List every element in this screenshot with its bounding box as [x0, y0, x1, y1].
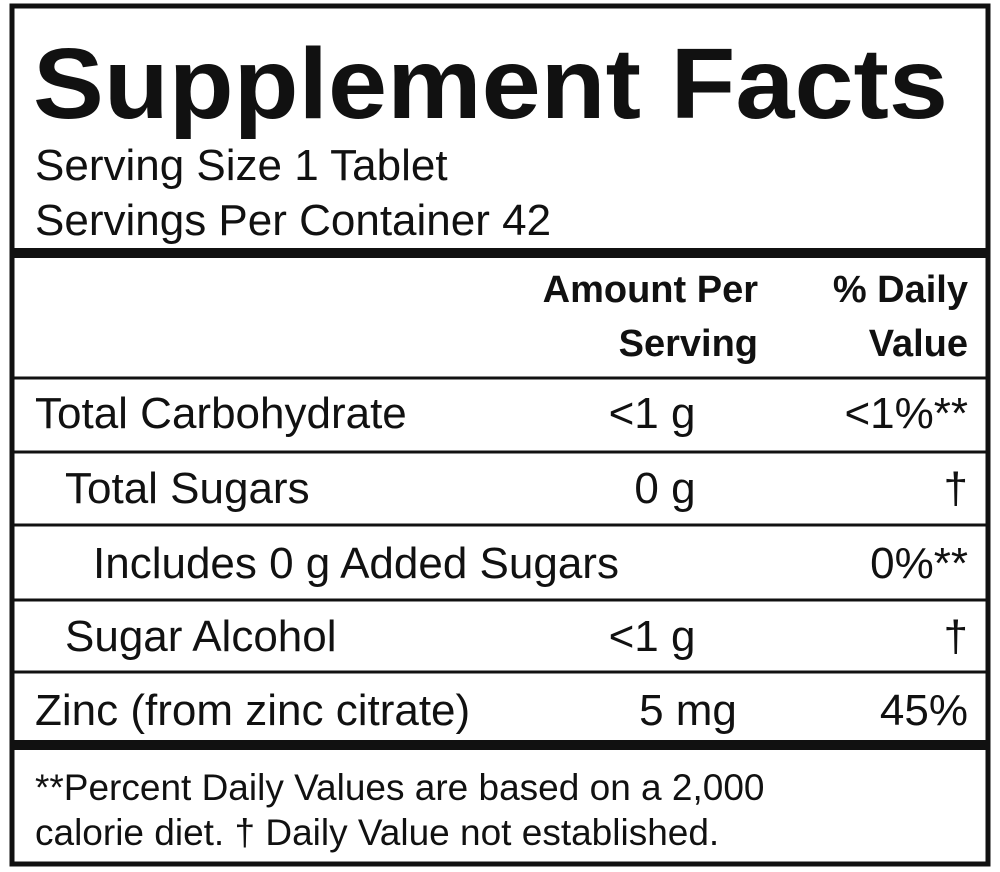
title: Supplement Facts	[33, 28, 948, 140]
nutrient-amount: 5 mg	[639, 686, 737, 735]
nutrient-name: Includes 0 g Added Sugars	[93, 539, 619, 588]
nutrient-name: Total Sugars	[65, 464, 310, 513]
nutrient-name: Sugar Alcohol	[65, 612, 337, 661]
nutrient-name: Total Carbohydrate	[35, 389, 407, 438]
footnote: calorie diet. † Daily Value not establis…	[35, 812, 719, 853]
nutrient-dv: <1%**	[844, 389, 968, 438]
nutrient-name: Zinc (from zinc citrate)	[35, 686, 470, 735]
column-header: Value	[869, 323, 968, 365]
footnote: **Percent Daily Values are based on a 2,…	[35, 767, 765, 808]
label-border	[9, 3, 991, 867]
nutrient-amount: <1 g	[609, 612, 696, 661]
serving-size: Serving Size 1 Tablet	[35, 141, 448, 190]
nutrient-dv: †	[944, 612, 968, 661]
nutrient-amount: <1 g	[609, 389, 696, 438]
column-header: Amount Per	[543, 269, 759, 311]
column-header: % Daily	[833, 269, 968, 311]
servings-per-container: Servings Per Container 42	[35, 196, 551, 245]
nutrient-dv: 45%	[880, 686, 968, 735]
nutrient-dv: 0%**	[870, 539, 968, 588]
nutrient-amount: 0 g	[634, 464, 695, 513]
thick-rule	[12, 248, 988, 258]
nutrient-dv: †	[944, 464, 968, 513]
column-header: Serving	[619, 323, 758, 365]
thick-rule	[12, 740, 988, 750]
